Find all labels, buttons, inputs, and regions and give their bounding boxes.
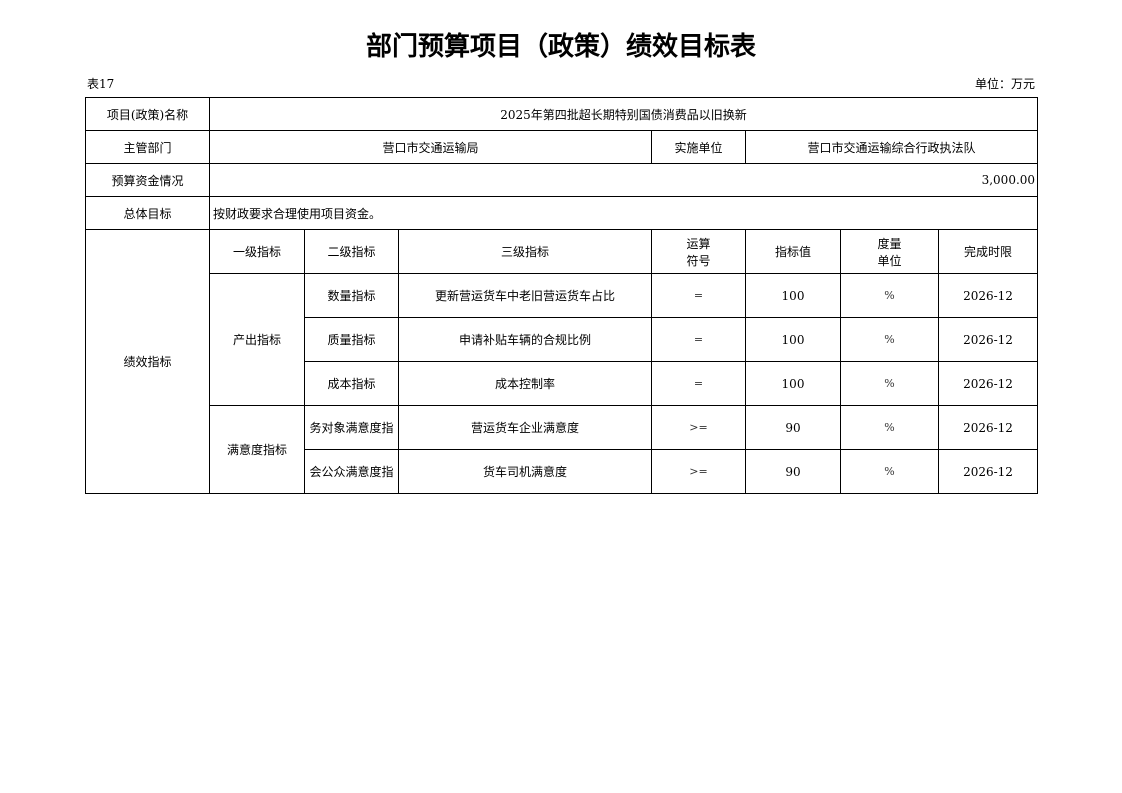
header-op-line2: 符号 — [686, 253, 711, 268]
budget-value: 3,000.00 — [208, 163, 1039, 197]
table-number: 表17 — [87, 77, 115, 91]
table-row: 产出指标 数量指标 更新营运货车中老旧营运货车占比 = 100 % 2026-1… — [86, 273, 1039, 406]
level2-cell: 数量指标 — [304, 273, 399, 318]
unit-cell: % — [840, 449, 939, 494]
level3-cell: 更新营运货车中老旧营运货车占比 — [398, 273, 652, 318]
header-op-line1: 运算 — [686, 236, 711, 251]
table-row: 成本指标 成本控制率 = 100 % 2026-12 — [86, 361, 1039, 406]
op-cell: = — [651, 273, 746, 318]
header-value: 指标值 — [745, 229, 841, 274]
header-unit-line1: 度量 — [877, 236, 902, 251]
row-name: 项目(政策)名称 2025年第四批超长期特别国债消费品以旧换新 — [85, 97, 1039, 131]
level2-cell: 成本指标 — [304, 361, 399, 406]
perf-label: 绩效指标 — [85, 229, 210, 494]
table-row: 会公众满意度指 货车司机满意度 >= 90 % 2026-12 — [86, 449, 1039, 494]
row-goal: 总体目标 按财政要求合理使用项目资金。 — [85, 196, 1039, 230]
budget-label: 预算资金情况 — [85, 163, 210, 197]
header-level2: 二级指标 — [304, 229, 399, 274]
value-cell: 100 — [745, 273, 841, 318]
level1-cell: 产出指标 — [209, 273, 305, 406]
level2-cell: 质量指标 — [304, 317, 399, 362]
impl-label: 实施单位 — [651, 130, 746, 164]
performance-table: 项目(政策)名称 2025年第四批超长期特别国债消费品以旧换新 主管部门 营口市… — [85, 97, 1039, 494]
impl-value: 营口市交通运输综合行政执法队 — [744, 130, 1039, 164]
perf-header-row: 绩效指标 一级指标 二级指标 三级指标 运算符号 指标值 度量单位 完成时限 — [85, 229, 1039, 494]
unit-cell: % — [840, 405, 939, 450]
value-cell: 90 — [745, 405, 841, 450]
header-level1: 一级指标 — [209, 229, 305, 274]
header-op: 运算 符号 — [651, 229, 746, 274]
row-dept: 主管部门 营口市交通运输局 实施单位 营口市交通运输综合行政执法队 — [85, 130, 1039, 164]
deadline-cell: 2026-12 — [937, 273, 1039, 318]
header-deadline: 完成时限 — [937, 229, 1039, 274]
op-cell: >= — [651, 449, 746, 494]
unit-cell: % — [840, 273, 939, 318]
row-budget: 预算资金情况 3,000.00 — [85, 163, 1039, 197]
dept-label: 主管部门 — [85, 130, 210, 164]
op-cell: = — [651, 317, 746, 362]
op-cell: = — [651, 361, 746, 406]
dept-value: 营口市交通运输局 — [209, 130, 652, 164]
value-cell: 100 — [745, 361, 841, 406]
unit-label: 单位：万元 — [974, 77, 1035, 91]
deadline-cell: 2026-12 — [937, 361, 1039, 406]
level3-cell: 营运货车企业满意度 — [398, 405, 652, 450]
deadline-cell: 2026-12 — [937, 317, 1039, 362]
header-unit: 度量 单位 — [840, 229, 939, 274]
unit-cell: % — [840, 317, 939, 362]
level2-cell: 务对象满意度指 — [304, 405, 399, 450]
goal-value: 按财政要求合理使用项目资金。 — [208, 196, 1039, 230]
deadline-cell: 2026-12 — [937, 449, 1039, 494]
op-cell: >= — [651, 405, 746, 450]
header-level3: 三级指标 — [398, 229, 652, 274]
value-cell: 100 — [745, 317, 841, 362]
header-unit-line2: 单位 — [877, 253, 902, 268]
deadline-cell: 2026-12 — [937, 405, 1039, 450]
goal-label: 总体目标 — [85, 196, 210, 230]
name-value: 2025年第四批超长期特别国债消费品以旧换新 — [208, 97, 1039, 131]
level3-cell: 货车司机满意度 — [398, 449, 652, 494]
name-label: 项目(政策)名称 — [85, 97, 210, 131]
page-title: 部门预算项目（政策）绩效目标表 — [365, 32, 756, 62]
table-row: 质量指标 申请补贴车辆的合规比例 = 100 % 2026-12 — [86, 317, 1039, 362]
level2-cell: 会公众满意度指 — [304, 449, 399, 494]
level1-cell: 满意度指标 — [209, 405, 305, 494]
unit-cell: % — [840, 361, 939, 406]
table-row: 满意度指标 务对象满意度指 营运货车企业满意度 >= 90 % 2026-12 — [86, 405, 1039, 494]
value-cell: 90 — [745, 449, 841, 494]
level3-cell: 申请补贴车辆的合规比例 — [398, 317, 652, 362]
level3-cell: 成本控制率 — [398, 361, 652, 406]
